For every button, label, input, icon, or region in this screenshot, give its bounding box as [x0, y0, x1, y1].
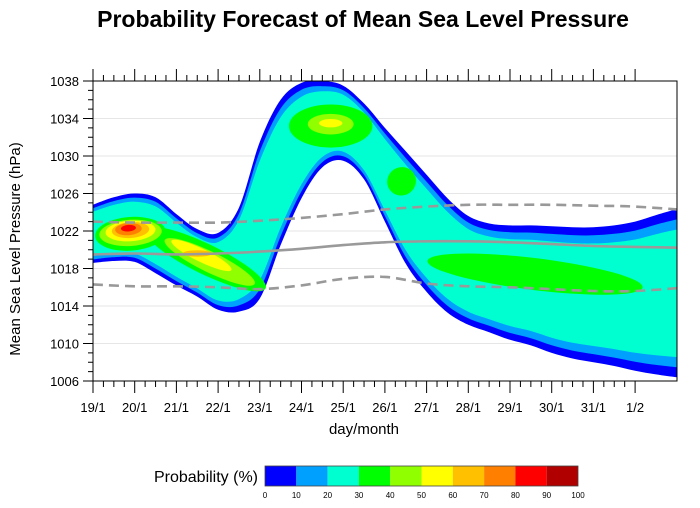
blob-level-5	[319, 118, 343, 128]
lower-bound-line	[93, 275, 677, 293]
x-tick-label: 28/1	[456, 400, 481, 415]
blob-level-8	[120, 224, 136, 232]
colorbar-tick-label: 40	[386, 491, 395, 500]
colorbar-tick-label: 80	[511, 491, 520, 500]
x-tick-label: 19/1	[80, 400, 105, 415]
x-tick-label: 1/2	[626, 400, 644, 415]
y-tick-label: 1026	[50, 187, 79, 202]
colorbar-segment	[421, 466, 453, 486]
colorbar-frame	[264, 465, 579, 487]
colorbar-tick-label: 30	[354, 491, 363, 500]
colorbar-segment	[265, 466, 297, 486]
y-tick-label: 1006	[50, 374, 79, 389]
y-tick-label: 1030	[50, 149, 79, 164]
y-tick-label: 1010	[50, 337, 79, 352]
x-tick-label: 23/1	[247, 400, 272, 415]
colorbar-tick-label: 10	[292, 491, 301, 500]
colorbar-segment	[452, 466, 485, 486]
x-tick-label: 22/1	[205, 400, 230, 415]
colorbar-tick-label: 60	[448, 491, 457, 500]
colorbar-segment	[515, 466, 547, 486]
x-tick-label: 29/1	[497, 400, 522, 415]
y-axis-label: Mean Sea Level Pressure (hPa)	[7, 142, 24, 355]
colorbar-segment	[358, 466, 391, 486]
colorbar-segment	[390, 466, 422, 486]
colorbar: Probability (%) 0 10 20 30 40 50 60 70 80 90 100	[154, 465, 585, 500]
colorbar-tick-label: 70	[480, 491, 489, 500]
x-axis-label: day/month	[329, 421, 399, 438]
y-tick-label: 1034	[50, 112, 79, 127]
x-tick-label: 31/1	[581, 400, 606, 415]
x-tick-label: 20/1	[122, 400, 147, 415]
blob-level-3	[387, 167, 417, 196]
x-tick-label: 26/1	[372, 400, 397, 415]
chart-title: Probability Forecast of Mean Sea Level P…	[97, 6, 629, 32]
x-tick-label: 30/1	[539, 400, 564, 415]
colorbar-tick-label: 20	[323, 491, 332, 500]
y-tick-label: 1022	[50, 224, 79, 239]
colorbar-tick-label: 90	[542, 491, 551, 500]
probability-bands	[93, 81, 677, 378]
colorbar-segment	[327, 466, 359, 486]
x-tick-label: 21/1	[164, 400, 189, 415]
axis-ticks: 19/1 20/1 21/1 22/1 23/1 24/1 25/1 26/1 27/1 28/1…	[50, 69, 644, 415]
colorbar-tick-label: 0	[263, 491, 268, 500]
x-tick-label: 25/1	[331, 400, 356, 415]
blob-level-3	[427, 253, 643, 295]
band-level-2	[93, 91, 677, 358]
colorbar-tick-label: 100	[571, 491, 585, 500]
colorbar-tick-label: 50	[417, 491, 426, 500]
colorbar-segment	[296, 466, 328, 486]
colorbar-segment	[484, 466, 516, 486]
ensemble-mean-line	[93, 239, 677, 256]
upper-bound-line	[93, 203, 677, 225]
colorbar-segment	[546, 466, 578, 486]
y-tick-label: 1018	[50, 262, 79, 277]
forecast-lines	[93, 203, 677, 293]
x-tick-label: 27/1	[414, 400, 439, 415]
y-tick-label: 1014	[50, 299, 79, 314]
x-tick-label: 24/1	[289, 400, 314, 415]
colorbar-label: Probability (%)	[154, 469, 258, 486]
y-tick-label: 1038	[50, 74, 79, 89]
